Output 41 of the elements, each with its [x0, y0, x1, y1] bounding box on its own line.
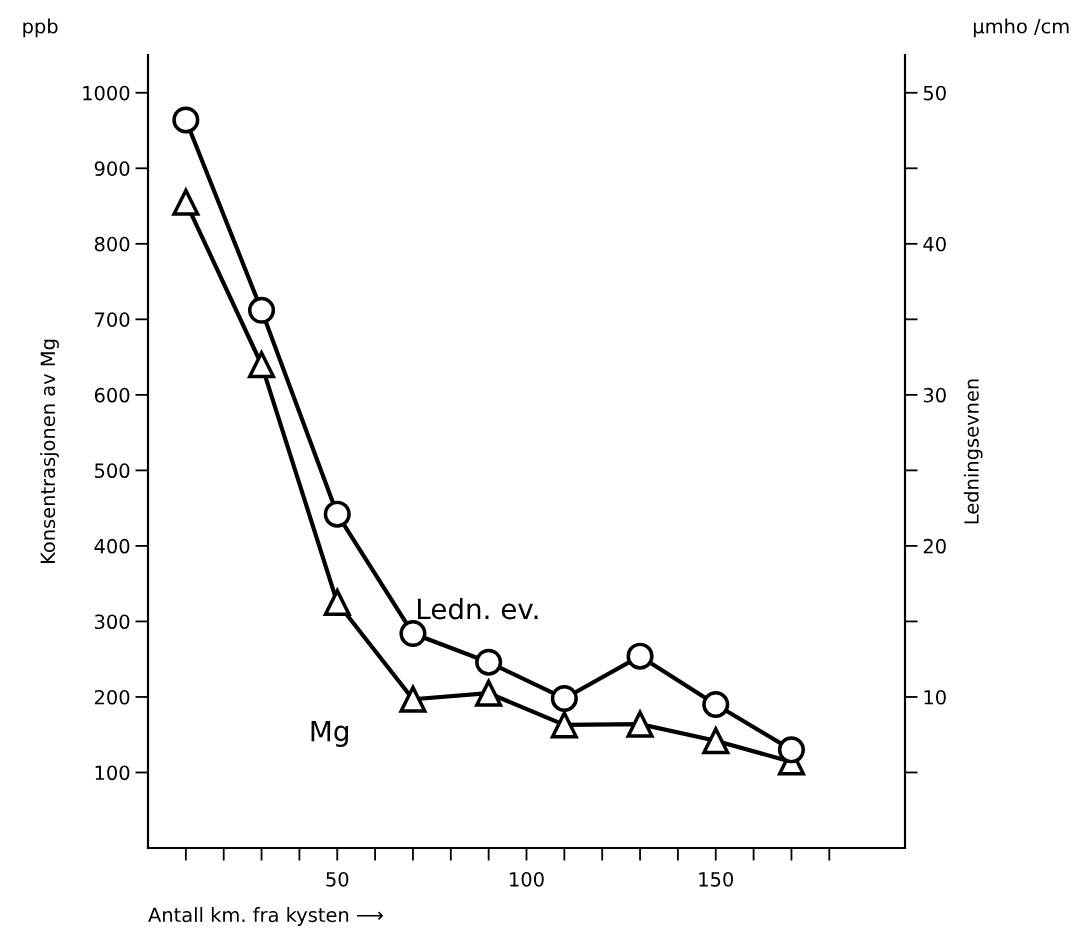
text: µmho /cm	[973, 18, 1069, 38]
point	[777, 736, 805, 764]
y2-tick-label: 20	[923, 538, 946, 554]
y-tick-label: 200	[94, 689, 130, 705]
y-axis-title: Konsentrasjonen av Mg	[40, 339, 59, 564]
point	[248, 351, 276, 379]
y-tick-label: 400	[94, 538, 130, 554]
point	[323, 500, 351, 528]
x-tick-label: 150	[699, 871, 734, 887]
point	[248, 296, 276, 324]
point	[702, 690, 730, 719]
series-label: Ledn. ev.	[418, 597, 538, 620]
y-tick-label: 300	[95, 614, 130, 630]
text: ppb	[23, 18, 58, 38]
y-tick-label: 500	[95, 463, 130, 479]
point	[626, 642, 654, 670]
point	[550, 711, 578, 739]
y-tick-label: 900	[94, 161, 130, 176]
y2-axis-title: Ledningsevnen	[963, 379, 983, 524]
point	[702, 727, 730, 755]
point	[398, 683, 428, 713]
y2-tick-label: 50	[923, 85, 946, 101]
y-tick-label: 1000	[83, 85, 130, 101]
y-tick-label: 600	[94, 387, 130, 403]
x-tick-label: 100	[510, 871, 544, 887]
point	[171, 186, 201, 216]
point	[550, 684, 578, 713]
y-tick-label: 100	[95, 765, 130, 781]
series-label: Mg	[311, 720, 348, 747]
point	[475, 648, 503, 676]
x-axis-title: Antall km. fra kysten ⟶	[148, 907, 383, 926]
y2-tick-label: 40	[923, 236, 946, 252]
y2-tick-label: 10	[924, 689, 946, 705]
y-tick-label: 800	[94, 236, 130, 252]
y2-tick-label: 30	[923, 387, 946, 403]
point	[625, 708, 655, 738]
y-tick-label: 700	[95, 312, 130, 327]
x-tick-label: 50	[326, 871, 349, 887]
point	[474, 677, 504, 707]
point	[399, 619, 427, 648]
point	[172, 106, 200, 134]
